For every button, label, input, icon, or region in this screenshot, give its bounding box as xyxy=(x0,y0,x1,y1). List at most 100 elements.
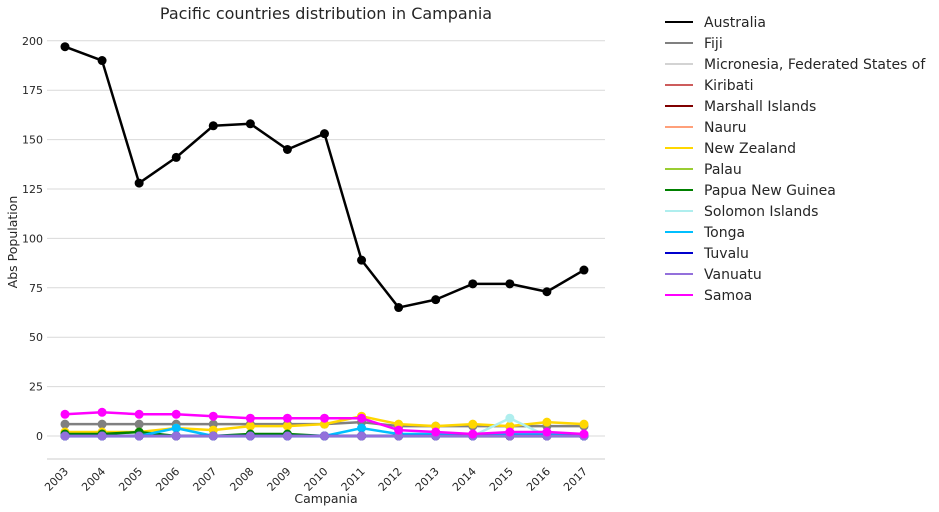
data-point xyxy=(208,431,218,441)
x-tick-label: 2017 xyxy=(561,465,590,494)
y-tick-label: 175 xyxy=(22,84,43,97)
data-point xyxy=(208,121,218,131)
x-tick-label: 2013 xyxy=(413,465,442,494)
data-point xyxy=(468,279,478,289)
y-tick-label: 25 xyxy=(29,381,43,394)
x-tick-label: 2003 xyxy=(42,465,71,494)
x-tick-labels: 2003 2004 2005 2006 2007 2008 2009 2010 2011 2012… xyxy=(42,465,590,494)
data-point xyxy=(282,144,292,154)
legend-label: Nauru xyxy=(704,120,747,136)
data-point xyxy=(319,413,329,423)
y-tick-label: 125 xyxy=(22,183,43,196)
data-point xyxy=(431,295,441,305)
data-point xyxy=(60,42,70,52)
legend-label: Palau xyxy=(704,162,742,178)
series-vanuatu xyxy=(60,431,589,441)
series-samoa xyxy=(60,407,589,439)
data-point xyxy=(134,419,144,429)
data-point xyxy=(505,413,515,423)
data-point xyxy=(357,255,367,265)
data-point xyxy=(319,431,329,441)
legend-label: Fiji xyxy=(704,36,723,52)
x-tick-label: 2012 xyxy=(376,465,405,494)
data-point xyxy=(134,178,144,188)
y-tick-label: 75 xyxy=(29,282,43,295)
y-grid xyxy=(47,40,605,437)
data-point xyxy=(468,419,478,429)
x-tick-label: 2008 xyxy=(227,465,256,494)
data-point xyxy=(97,56,107,66)
data-point xyxy=(171,431,181,441)
data-point xyxy=(357,413,367,423)
data-point xyxy=(97,407,107,417)
data-point xyxy=(171,152,181,162)
data-point xyxy=(134,409,144,419)
data-point xyxy=(579,265,589,275)
data-point xyxy=(97,419,107,429)
data-point xyxy=(357,431,367,441)
legend-label: Australia xyxy=(704,15,766,31)
legend-label: Marshall Islands xyxy=(704,99,816,115)
series-australia xyxy=(60,42,589,313)
data-point xyxy=(542,417,552,427)
data-point xyxy=(171,423,181,433)
y-tick-label: 150 xyxy=(22,134,43,147)
y-tick-label: 200 xyxy=(22,35,43,48)
x-tick-label: 2006 xyxy=(153,465,182,494)
x-tick-label: 2015 xyxy=(487,465,516,494)
data-point xyxy=(394,425,404,435)
y-tick-label: 50 xyxy=(29,331,43,344)
data-point xyxy=(60,419,70,429)
data-point xyxy=(60,431,70,441)
data-point xyxy=(171,409,181,419)
data-point xyxy=(97,431,107,441)
legend-label: New Zealand xyxy=(704,141,796,157)
y-tick-label: 0 xyxy=(36,430,43,443)
data-point xyxy=(394,303,404,313)
series-line xyxy=(64,45,585,309)
x-tick-label: 2004 xyxy=(79,465,108,494)
y-tick-label: 100 xyxy=(22,232,43,245)
data-point xyxy=(134,431,144,441)
data-point xyxy=(282,413,292,423)
plot-area xyxy=(60,42,589,441)
x-tick-label: 2010 xyxy=(302,465,331,494)
legend-label: Samoa xyxy=(704,288,752,304)
data-point xyxy=(282,421,292,431)
legend-label: Micronesia, Federated States of xyxy=(704,57,926,73)
data-point xyxy=(505,427,515,437)
data-point xyxy=(579,429,589,439)
x-tick-label: 2014 xyxy=(450,465,479,494)
legend-label: Tuvalu xyxy=(703,246,749,262)
x-tick-label: 2009 xyxy=(265,465,294,494)
y-tick-labels: 0 25 50 75 100 125 150 175 200 xyxy=(22,35,43,443)
data-point xyxy=(245,431,255,441)
y-axis-title: Abs Population xyxy=(5,196,20,289)
data-point xyxy=(245,413,255,423)
legend-label: Solomon Islands xyxy=(704,204,818,220)
data-point xyxy=(245,421,255,431)
data-point xyxy=(431,427,441,437)
legend: Australia Fiji Micronesia, Federated State… xyxy=(665,15,926,304)
data-point xyxy=(505,279,515,289)
legend-label: Kiribati xyxy=(704,78,754,94)
data-point xyxy=(542,427,552,437)
legend-label: Vanuatu xyxy=(704,267,762,283)
chart-title: Pacific countries distribution in Campan… xyxy=(160,4,492,23)
data-point xyxy=(357,423,367,433)
data-point xyxy=(245,119,255,129)
data-point xyxy=(579,419,589,429)
x-tick-label: 2011 xyxy=(339,465,368,494)
data-point xyxy=(319,129,329,139)
x-axis-title: Campania xyxy=(294,491,357,506)
x-tick-label: 2016 xyxy=(524,465,553,494)
legend-label: Papua New Guinea xyxy=(704,183,836,199)
x-tick-label: 2007 xyxy=(190,465,219,494)
data-point xyxy=(468,429,478,439)
data-point xyxy=(542,287,552,297)
legend-label: Tonga xyxy=(703,225,745,241)
data-point xyxy=(60,409,70,419)
data-point xyxy=(282,431,292,441)
data-point xyxy=(208,411,218,421)
